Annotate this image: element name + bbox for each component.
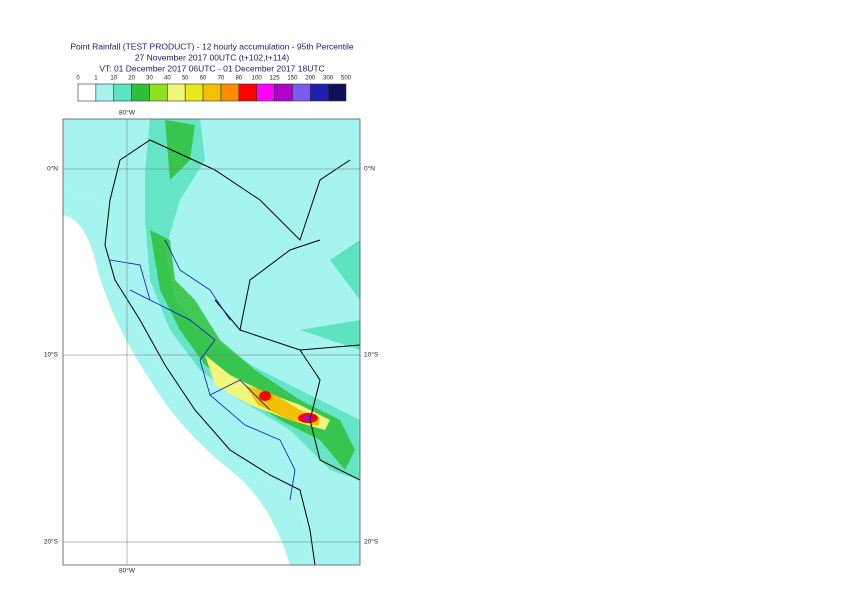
legend-tick-label: 50 [182, 76, 189, 82]
legend-tick-label: 1 [94, 76, 98, 82]
legend-tick-label: 70 [218, 76, 225, 82]
legend-swatch [95, 83, 115, 102]
lat-label: 0°N [47, 165, 58, 173]
legend-tick-label: 0 [76, 76, 80, 82]
legend-swatch [167, 83, 186, 102]
legend-swatch [113, 83, 132, 102]
legend-tick-label: 40 [164, 76, 171, 82]
legend-tick-label: 125 [270, 76, 281, 82]
legend-tick-label: 60 [200, 76, 207, 82]
lat-label: 10°S [364, 351, 379, 359]
lon-label: 80°W [119, 109, 136, 117]
title-line: 27 November 2017 00UTC (t+102,t+114) [135, 52, 290, 62]
lat-label: 0°N [364, 165, 375, 173]
legend-tick-label: 100 [252, 76, 263, 82]
lat-label: 10°S [44, 351, 59, 359]
title-line: VT: 01 December 2017 06UTC - 01 December… [99, 63, 324, 73]
legend-swatch [274, 83, 293, 102]
legend-tick-label: 30 [146, 76, 153, 82]
legend-tick-label: 300 [323, 76, 334, 82]
legend-swatch [238, 83, 257, 102]
title-line: Point Rainfall (TEST PRODUCT) - 12 hourl… [70, 41, 354, 51]
legend-tick-label: 80 [235, 76, 242, 82]
legend-swatch [131, 83, 150, 102]
legend-swatch [292, 83, 311, 102]
lat-label: 20°S [44, 538, 59, 546]
legend-swatch [327, 83, 347, 102]
legend-tick-label: 150 [287, 76, 298, 82]
legend-swatch [77, 83, 97, 102]
legend-swatch [256, 83, 275, 102]
legend-tick-label: 10 [110, 76, 117, 82]
legend-tick-label: 20 [128, 76, 135, 82]
legend-tick-label: 200 [305, 76, 316, 82]
lon-label: 80°W [119, 567, 136, 575]
legend-tick-label: 500 [341, 76, 352, 82]
legend-swatch [202, 83, 222, 102]
legend-swatch [220, 83, 240, 102]
legend-swatch [149, 83, 168, 102]
lat-label: 20°S [364, 538, 379, 546]
map: 0°N 10°S 20°S 0°N 10°S 20°S 80°W 80°W [44, 109, 379, 575]
legend: 0 1 10 20 30 40 50 60 70 80 100 125 150 200 300 500 [76, 76, 352, 102]
legend-swatch [184, 83, 204, 102]
legend-swatch [309, 83, 329, 102]
